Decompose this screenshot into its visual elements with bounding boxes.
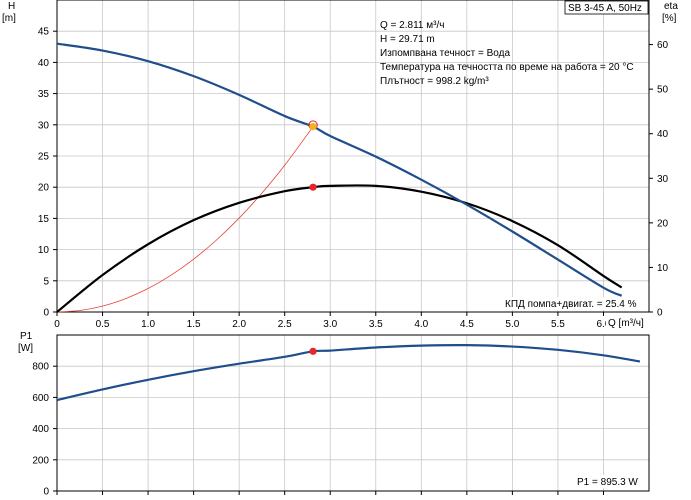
top-y-left-tick-label: 5 (43, 276, 49, 287)
top-x-tick-label: 1.0 (141, 319, 155, 330)
y-left-label-name: H (8, 1, 15, 12)
top-x-tick-label: 0.5 (96, 319, 110, 330)
bottom-chart: 0 200 400 600 800 P1 [W] P1 = 895.3 W (18, 331, 650, 498)
top-x-tick-label: 5.0 (505, 319, 519, 330)
bottom-y-tick-label: 0 (43, 487, 49, 498)
marker-h-duty-point (309, 123, 317, 131)
top-x-tick-label: 3.0 (323, 319, 337, 330)
top-y-right-tick-label: 30 (657, 174, 669, 185)
top-y-left-tick-label: 35 (38, 89, 50, 100)
top-x-tick-label: 1.5 (187, 319, 201, 330)
top-grid (57, 0, 649, 312)
info-temperature: Температура на течността по време на раб… (380, 61, 634, 73)
info-density: Плътност = 998.2 kg/m³ (380, 76, 489, 87)
top-x-tick-label: 4.5 (460, 319, 474, 330)
top-y-left-tick-label: 25 (38, 152, 50, 163)
top-series (56, 42, 623, 313)
power-note-box (575, 475, 648, 488)
y-right-label-name: eta (664, 1, 678, 12)
series-p1-line (56, 343, 641, 402)
top-markers (308, 120, 318, 191)
top-x-tick-label: 4.0 (414, 319, 428, 330)
top-x-tick-label: 5.5 (551, 319, 565, 330)
top-y-right-tick-label: 60 (657, 40, 669, 51)
marker-eta-duty-point (309, 183, 317, 191)
marker-p1-duty-point (309, 347, 317, 355)
series-eta-line (56, 184, 623, 313)
bottom-grid (57, 335, 649, 491)
top-x-ticks: 0 0.5 1.0 1.5 2.0 2.5 3.0 3.5 4.0 4.5 5.0 5.5 6.0 (54, 312, 611, 330)
top-y-left-tick-label: 45 (38, 27, 50, 38)
top-y-ticks-left: 0 5 10 15 20 25 30 35 40 45 (38, 27, 57, 319)
x-axis-label-box (606, 316, 648, 328)
bottom-plot-frame (56, 334, 650, 492)
chart-title-box (564, 0, 649, 15)
bottom-x-ticks (56, 491, 604, 495)
p1-label-unit: [W] (18, 343, 33, 354)
y-right-label-unit: [%] (662, 13, 677, 24)
bottom-markers (309, 347, 317, 355)
efficiency-note-box (503, 297, 648, 310)
chart-title: SB 3-45 A, 50Hz (568, 3, 642, 14)
top-x-tick-label: 6.0 (597, 319, 611, 330)
bottom-series (56, 343, 641, 402)
y-left-label-unit: [m] (2, 13, 16, 24)
info-h: H = 29.71 m (380, 34, 435, 45)
top-x-tick-label: 2.5 (278, 319, 292, 330)
top-y-right-tick-label: 50 (657, 85, 669, 96)
bottom-y-tick-label: 800 (32, 362, 49, 373)
top-chart: 0 0.5 1.0 1.5 2.0 2.5 3.0 3.5 4.0 4.5 5.0 5.5 6.0 0 5… (2, 0, 678, 330)
top-y-left-tick-label: 40 (38, 58, 50, 69)
top-y-right-tick-label: 20 (657, 218, 669, 229)
top-y-left-tick-label: 10 (38, 245, 50, 256)
power-note: P1 = 895.3 W (577, 477, 638, 488)
top-x-tick-label: 3.5 (369, 319, 383, 330)
top-y-left-tick-label: 30 (38, 120, 50, 131)
top-y-left-tick-label: 20 (38, 183, 50, 194)
info-fluid: Изпомпвана течност = Вода (380, 48, 510, 59)
bottom-y-tick-label: 200 (32, 455, 49, 466)
top-y-ticks-right: 0 10 20 30 40 50 60 (649, 40, 669, 319)
efficiency-note: КПД помпа+двигат. = 25.4 % (505, 299, 637, 310)
bottom-y-tick-label: 600 (32, 393, 49, 404)
top-y-right-tick-label: 40 (657, 129, 669, 140)
bottom-y-ticks: 0 200 400 600 800 (32, 362, 57, 498)
series-h-line (56, 42, 623, 297)
top-y-left-tick-label: 15 (38, 214, 50, 225)
top-y-left-tick-label: 0 (43, 308, 49, 319)
x-axis-label: Q [m³/ч] (608, 318, 644, 329)
top-y-right-tick-label: 0 (657, 308, 663, 319)
top-y-right-tick-label: 10 (657, 263, 669, 274)
info-box: Q = 2.811 м³/ч H = 29.71 m Изпомпвана те… (380, 20, 634, 87)
info-q: Q = 2.811 м³/ч (380, 20, 444, 31)
p1-label-name: P1 (20, 331, 33, 342)
bottom-y-tick-label: 400 (32, 424, 49, 435)
series-system-line (56, 126, 314, 313)
top-x-tick-label: 2.0 (232, 319, 246, 330)
top-x-tick-label: 0 (54, 319, 60, 330)
